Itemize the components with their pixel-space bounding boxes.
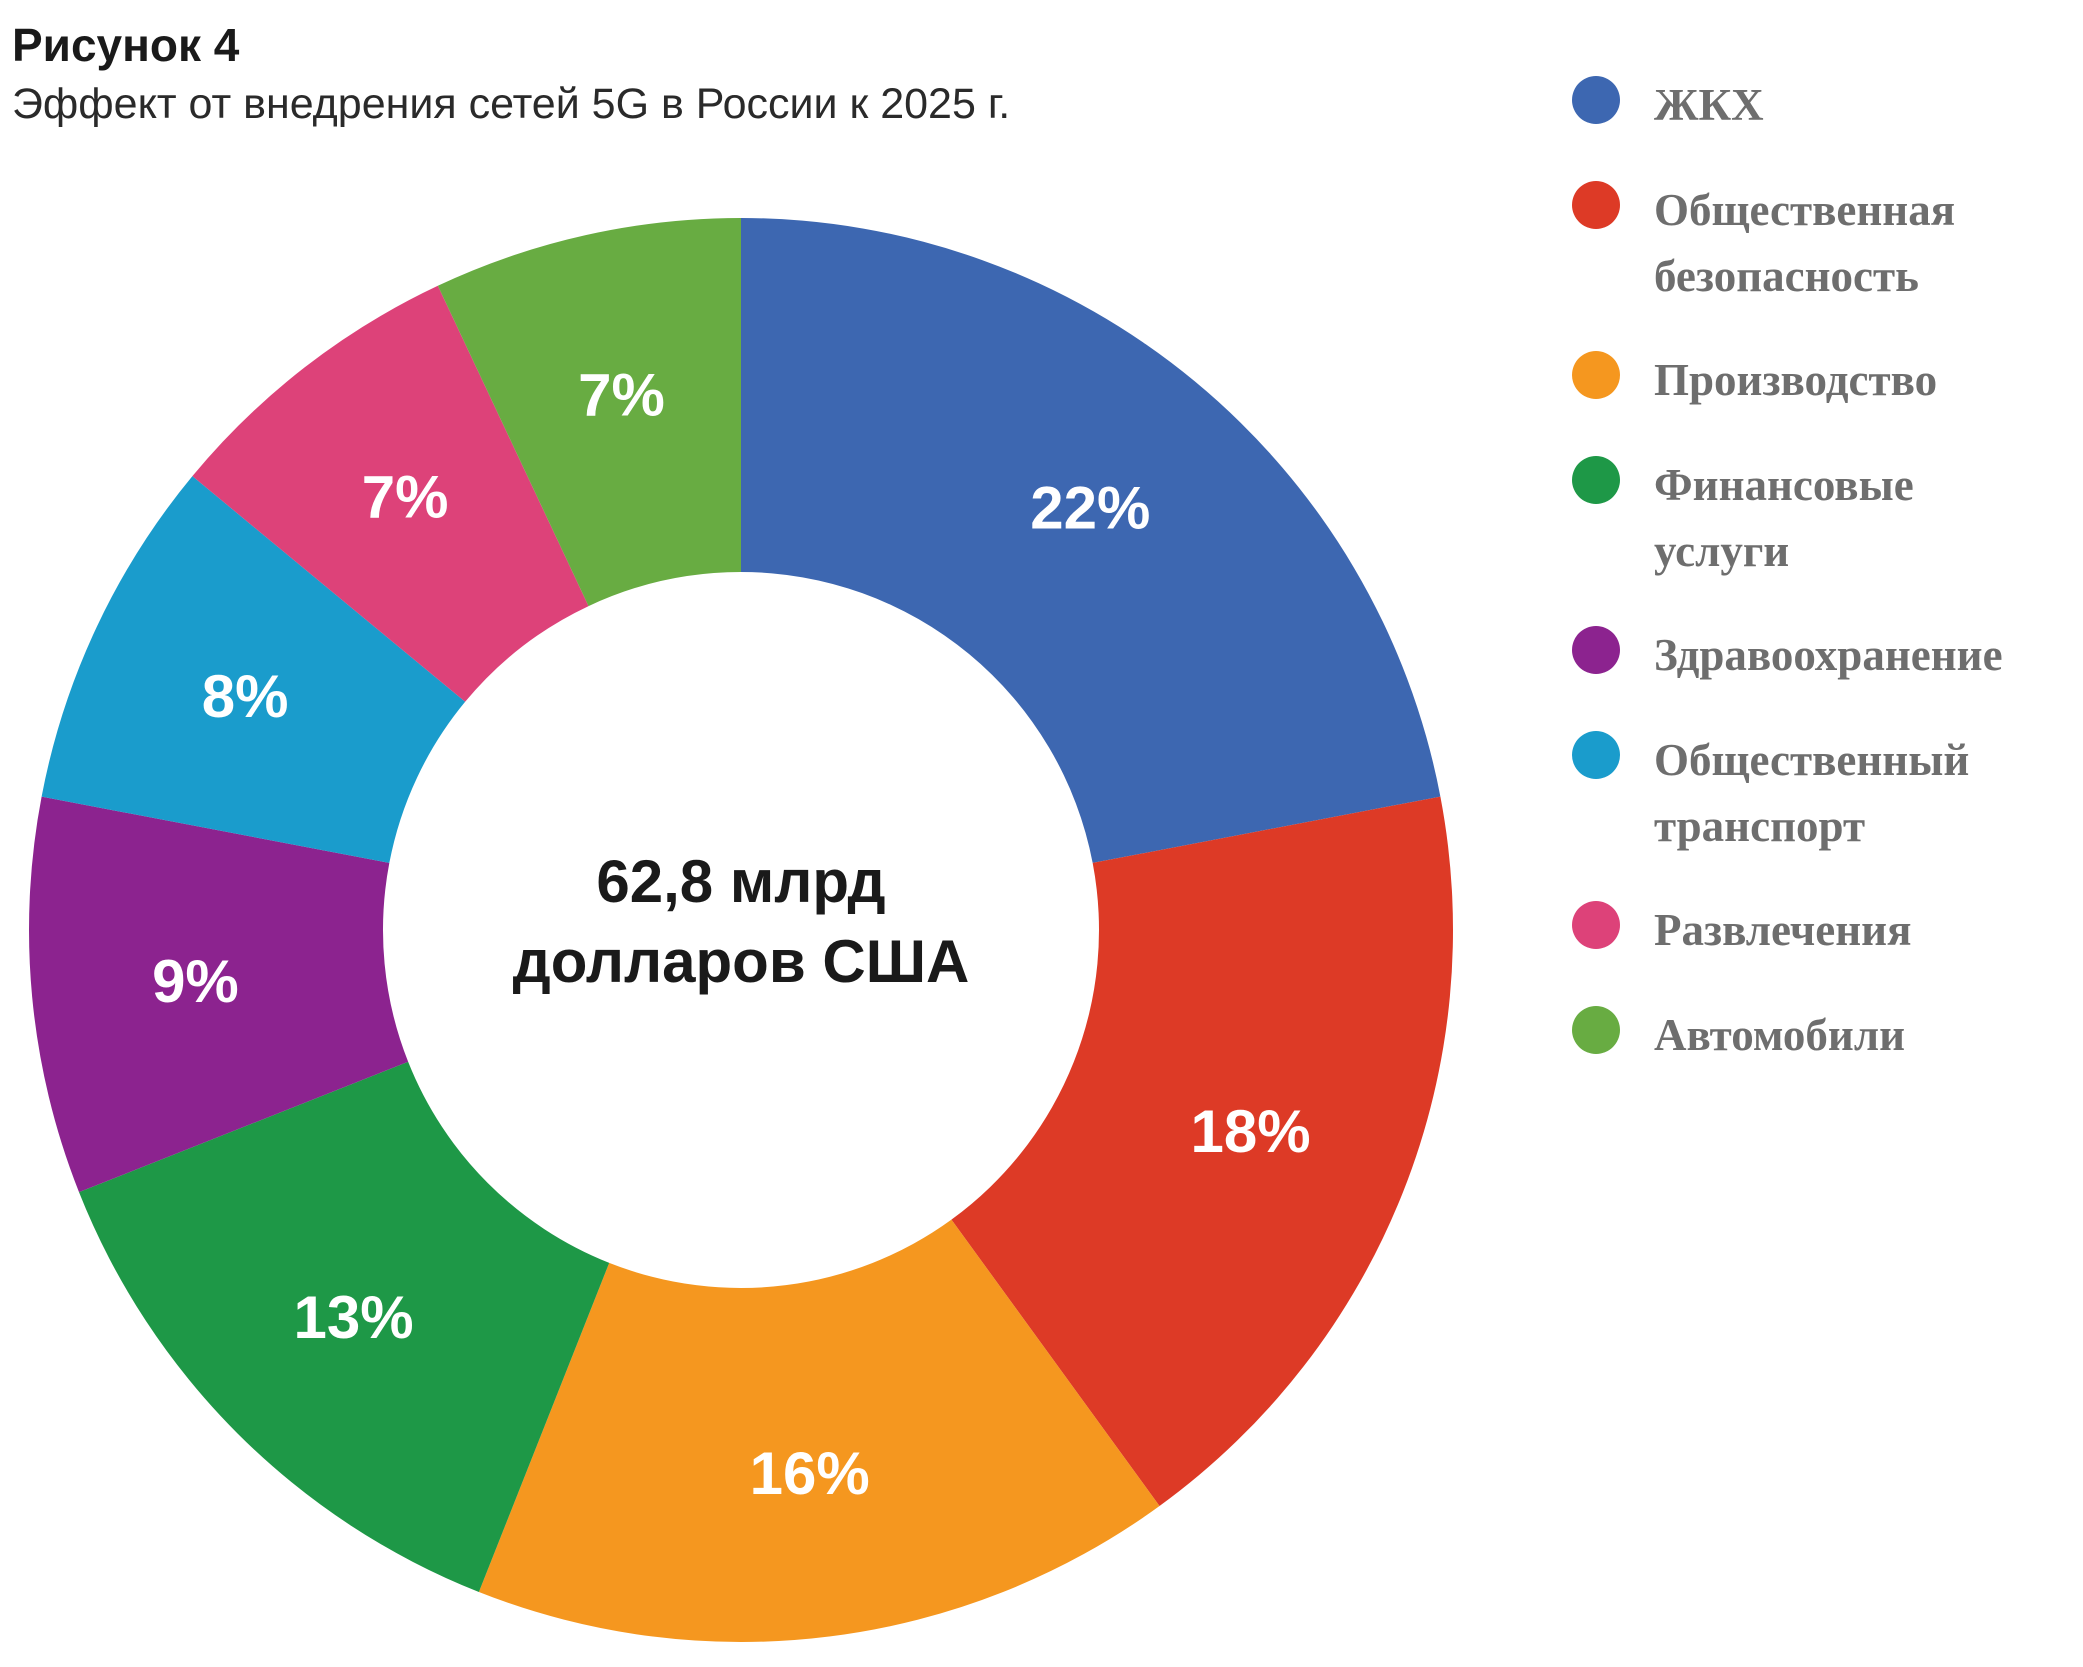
slice-label-3: 16%: [750, 1440, 870, 1507]
legend-item-3: Производство: [1572, 347, 2054, 413]
legend-swatch: [1572, 456, 1620, 504]
slice-label-7: 7%: [362, 463, 449, 530]
slice-1: [741, 218, 1441, 863]
slice-8: [437, 218, 741, 607]
slice-label-6: 8%: [202, 663, 289, 730]
legend-label: Производство: [1654, 355, 1938, 405]
donut-chart: 22% 18% 16% 13% 9% 8% 7% 7% 62,8 млрд долларов …: [28, 218, 1454, 1643]
legend-item-8: Автомобили: [1572, 1002, 2054, 1068]
center-label-line-2: долларов США: [513, 928, 970, 995]
slice-label-4: 13%: [293, 1284, 413, 1351]
legend-swatch: [1572, 351, 1620, 399]
slice-3: [478, 1219, 1160, 1643]
figure-number: Рисунок 4: [12, 19, 240, 71]
slice-label-1: 22%: [1030, 474, 1150, 541]
slices-layer: [28, 218, 1454, 1643]
legend-label: Общественная безопасность: [1654, 185, 1956, 301]
slice-label-5: 9%: [152, 948, 239, 1015]
legend-label: Автомобили: [1654, 1010, 1905, 1060]
center-label: 62,8 млрд долларов США: [513, 848, 970, 995]
legend-label: Здравоохранение: [1654, 630, 2003, 680]
legend-label: Развлечения: [1654, 905, 1912, 955]
legend-item-1: ЖКХ: [1572, 72, 2054, 138]
legend-item-6: Общественный транспорт: [1572, 727, 2054, 859]
legend-swatch: [1572, 76, 1620, 124]
figure-subtitle: Эффект от внедрения сетей 5G в России к …: [12, 80, 1011, 128]
legend-item-7: Развлечения: [1572, 897, 2054, 963]
legend-label: ЖКХ: [1654, 80, 1764, 130]
slice-4: [78, 1061, 610, 1593]
legend-swatch: [1572, 1006, 1620, 1054]
legend-label: Финансовые услуги: [1654, 460, 1914, 576]
legend-swatch: [1572, 626, 1620, 674]
slice-labels-layer: 22% 18% 16% 13% 9% 8% 7% 7%: [152, 362, 1310, 1507]
legend-item-5: Здравоохранение: [1572, 622, 2054, 688]
slice-2: [951, 796, 1454, 1507]
slice-7: [192, 285, 589, 702]
slice-label-2: 18%: [1190, 1098, 1310, 1165]
slice-label-8: 7%: [578, 362, 665, 429]
legend-item-2: Общественная безопасность: [1572, 177, 2054, 309]
legend-swatch: [1572, 901, 1620, 949]
slice-6: [41, 476, 466, 863]
legend-swatch: [1572, 731, 1620, 779]
legend-swatch: [1572, 181, 1620, 229]
center-label-line-1: 62,8 млрд: [596, 848, 885, 915]
slice-5: [28, 796, 409, 1193]
legend-label: Общественный транспорт: [1654, 735, 1970, 851]
legend-item-4: Финансовые услуги: [1572, 452, 2054, 584]
